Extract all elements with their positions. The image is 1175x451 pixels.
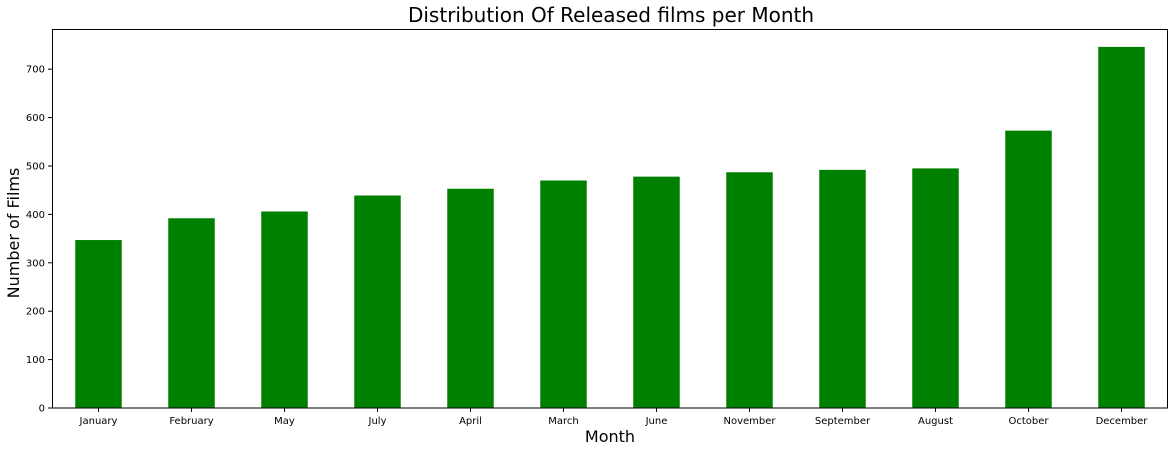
bar-october (1005, 130, 1052, 408)
x-tick-label-may: May (274, 416, 295, 427)
bars-group (75, 46, 1145, 408)
bar-april (447, 188, 494, 408)
bar-december (1098, 46, 1145, 408)
bar-january (75, 240, 122, 408)
bar-march (540, 180, 587, 408)
x-tick-label-july: July (368, 416, 387, 427)
x-tick-label-march: March (548, 416, 578, 427)
x-axis-ticks: January February May July April March June Nove… (79, 408, 1149, 427)
x-tick-label-april: April (459, 416, 482, 427)
y-tick-label-600: 600 (26, 113, 45, 124)
y-axis-ticks: 0 100 200 300 400 500 600 700 (26, 65, 52, 415)
x-tick-label-june: June (645, 416, 668, 427)
bar-august (912, 168, 959, 408)
bar-february (168, 218, 215, 408)
x-tick-label-august: August (918, 416, 953, 427)
y-tick-label-400: 400 (26, 210, 45, 221)
bar-june (633, 176, 680, 408)
y-axis-label: Number of Films (4, 168, 23, 299)
y-tick-label-200: 200 (26, 307, 45, 318)
y-tick-label-0: 0 (39, 404, 45, 415)
x-tick-label-september: September (815, 416, 871, 427)
x-tick-label-january: January (79, 416, 118, 427)
y-tick-label-500: 500 (26, 161, 45, 172)
y-tick-label-300: 300 (26, 258, 45, 269)
bar-july (354, 195, 401, 408)
x-tick-label-october: October (1008, 416, 1049, 427)
bar-september (819, 169, 866, 408)
x-tick-label-december: December (1096, 416, 1149, 427)
plot-frame (52, 29, 1168, 409)
x-axis-label: Month (585, 427, 635, 446)
x-tick-label-february: February (169, 416, 213, 427)
bar-may (261, 211, 308, 408)
chart-title: Distribution Of Released films per Month (408, 3, 814, 27)
y-tick-label-100: 100 (26, 355, 45, 366)
x-tick-label-november: November (723, 416, 776, 427)
y-tick-label-700: 700 (26, 65, 45, 76)
bar-november (726, 172, 773, 408)
